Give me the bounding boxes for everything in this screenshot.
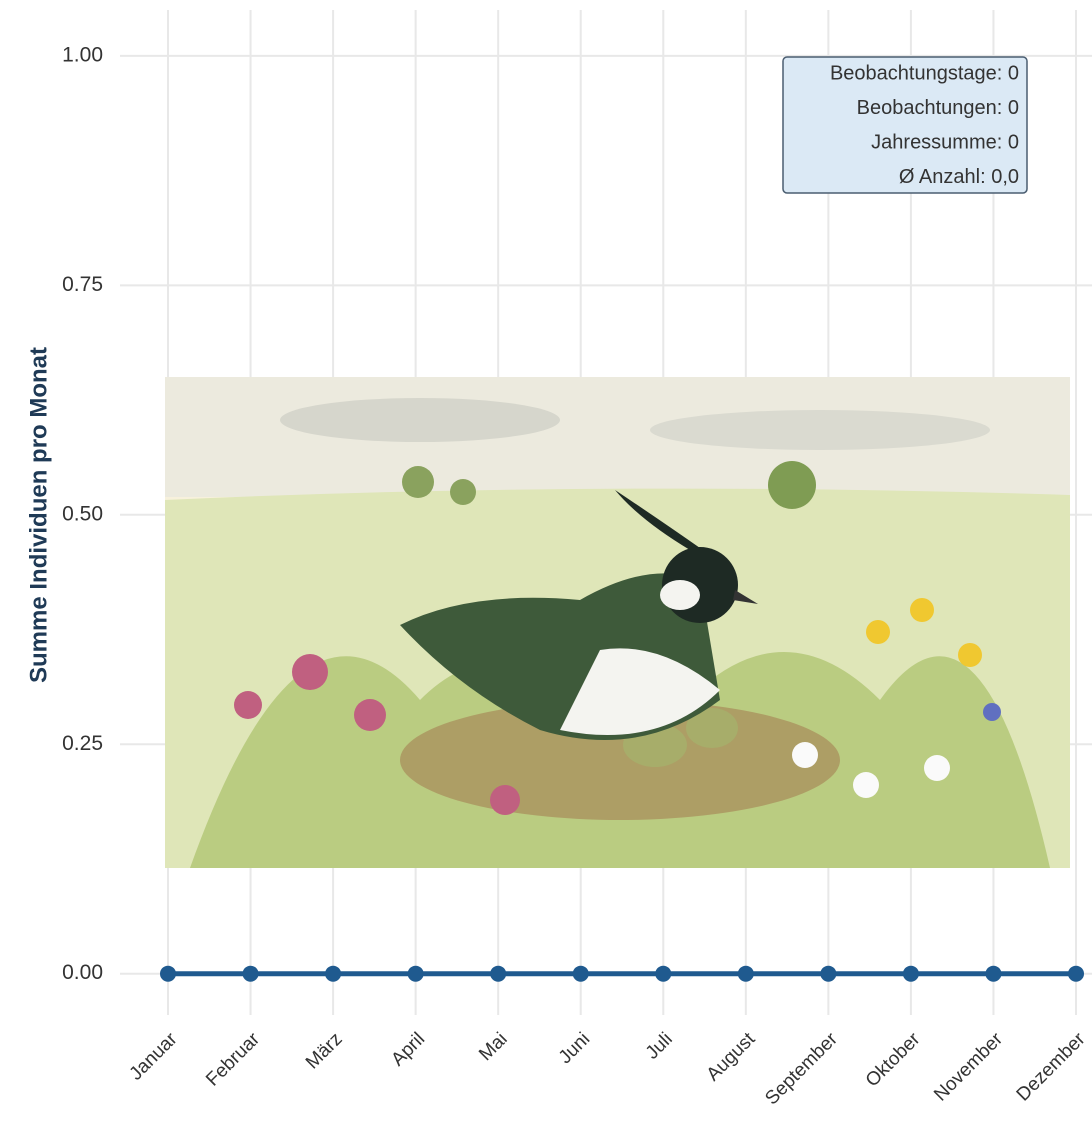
flower [234, 691, 262, 719]
x-tick-label: Oktober [862, 1028, 925, 1091]
info-text: Beobachtungen: 0 [857, 97, 1019, 119]
x-tick-label: Juni [555, 1029, 594, 1068]
bird-belly [560, 648, 720, 735]
point [572, 965, 589, 982]
point [902, 965, 919, 982]
flower [853, 772, 879, 798]
x-tick-label: Februar [202, 1028, 264, 1090]
y-axis-title: Summe Individuen pro Monat [25, 347, 52, 683]
x-tick-label: September [761, 1028, 842, 1109]
info-text: Beobachtungstage: 0 [830, 62, 1019, 84]
point [820, 965, 837, 982]
y-tick-label: 0.25 [62, 732, 103, 755]
flower [792, 742, 818, 768]
point [407, 965, 424, 982]
info-text: Jahressumme: 0 [871, 131, 1019, 153]
flower [490, 785, 520, 815]
x-tick-label: April [387, 1029, 429, 1071]
bird-crest [615, 490, 700, 550]
x-tick-label: Juli [642, 1029, 677, 1064]
tree [768, 461, 816, 509]
flower [292, 654, 328, 690]
info-text: Ø Anzahl: 0,0 [899, 166, 1019, 188]
point [1068, 965, 1084, 982]
x-tick-label: November [930, 1028, 1007, 1105]
flower [983, 703, 1001, 721]
x-tick-label: August [703, 1028, 760, 1085]
tree [402, 466, 434, 498]
y-tick-label: 0.00 [62, 961, 103, 984]
egg [686, 708, 738, 748]
bird-cheek [660, 580, 700, 610]
cloud [650, 410, 990, 450]
point [490, 965, 507, 982]
point [737, 965, 754, 982]
point [655, 965, 672, 982]
y-tick-label: 1.00 [62, 43, 103, 66]
x-tick-label: Januar [126, 1028, 182, 1084]
flower [958, 643, 982, 667]
illustration [165, 377, 1070, 868]
point [985, 965, 1002, 982]
flower [866, 620, 890, 644]
cloud [280, 398, 560, 442]
tree [450, 479, 476, 505]
x-tick-label: Dezember [1013, 1028, 1090, 1105]
info-box-frame [782, 56, 1028, 194]
info-box: Beobachtungstage: 0 Beobachtungen: 0 Jahre… [782, 56, 1028, 194]
flower [354, 699, 386, 731]
point [242, 965, 259, 982]
bird-beak [733, 590, 758, 604]
point [160, 965, 176, 982]
y-tick-label: 0.75 [62, 273, 103, 296]
flower [910, 598, 934, 622]
y-tick-label: 0.50 [62, 502, 103, 525]
x-tick-label: März [302, 1029, 347, 1074]
flower [924, 755, 950, 781]
point [325, 965, 342, 982]
x-tick-label: Mai [475, 1029, 512, 1066]
